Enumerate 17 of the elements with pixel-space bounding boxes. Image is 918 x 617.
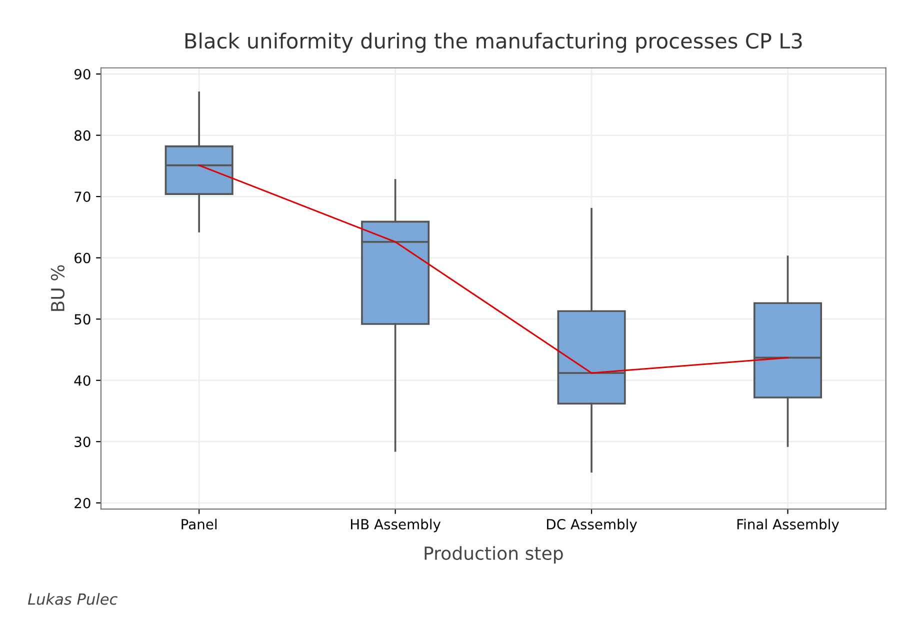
y-tick-label: 90: [74, 68, 90, 80]
x-tick-label: Final Assembly: [737, 518, 840, 532]
y-tick-label: 70: [74, 192, 90, 202]
y-axis-title: BU %: [50, 265, 65, 311]
x-tick-label: Panel: [182, 518, 217, 530]
y-tick-label: 80: [74, 130, 90, 141]
line-series: [198, 164, 789, 374]
y-tick-label: 50: [74, 314, 90, 325]
y-tick-label: 40: [74, 375, 90, 386]
y-tick-label: 30: [74, 436, 90, 448]
y-tick-label: 20: [74, 498, 90, 508]
text: Lukas Pulec: [28, 593, 118, 605]
x-tick-label: HB Assembly: [351, 518, 441, 532]
y-tick-label: 60: [74, 252, 90, 264]
chart-title: Black uniformity during the manufacturing processes CP L3: [185, 32, 802, 53]
x-tick-label: DC Assembly: [547, 518, 637, 532]
x-axis-title: Production step: [424, 546, 563, 564]
